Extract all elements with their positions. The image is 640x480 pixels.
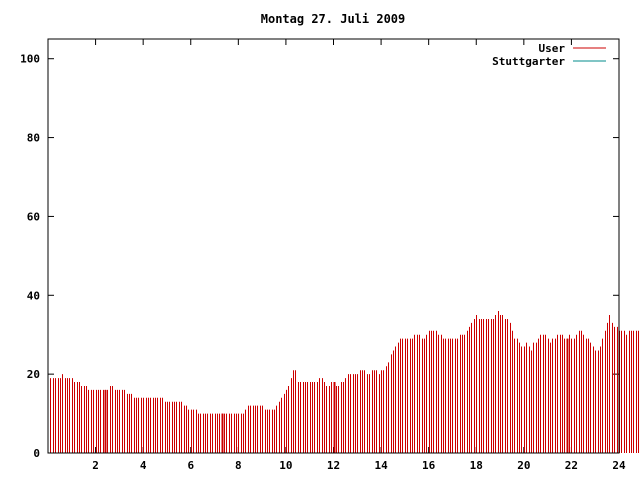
x-tick-label: 12 xyxy=(327,459,340,472)
y-tick-label: 0 xyxy=(33,447,40,460)
x-tick-label: 4 xyxy=(140,459,147,472)
y-axis: 0 20 40 60 80 100 xyxy=(20,53,619,460)
x-tick-label: 8 xyxy=(235,459,242,472)
x-tick-label: 14 xyxy=(374,459,388,472)
y-tick-label: 100 xyxy=(20,53,40,66)
legend-label: User xyxy=(539,42,566,55)
y-tick-label: 20 xyxy=(27,368,40,381)
x-tick-label: 6 xyxy=(187,459,194,472)
x-tick-label: 22 xyxy=(565,459,578,472)
x-tick-label: 10 xyxy=(279,459,292,472)
x-tick-label: 16 xyxy=(422,459,436,472)
chart-title: Montag 27. Juli 2009 xyxy=(261,12,406,26)
plot-area xyxy=(50,311,639,453)
y-tick-label: 60 xyxy=(27,210,40,223)
x-tick-label: 2 xyxy=(92,459,99,472)
y-tick-label: 40 xyxy=(27,289,40,302)
x-tick-label: 20 xyxy=(517,459,530,472)
x-tick-label: 24 xyxy=(612,459,626,472)
plot-frame xyxy=(47,38,620,454)
y-tick-label: 80 xyxy=(27,132,40,145)
x-tick-label: 18 xyxy=(470,459,483,472)
legend-label: Stuttgarter xyxy=(492,55,565,68)
